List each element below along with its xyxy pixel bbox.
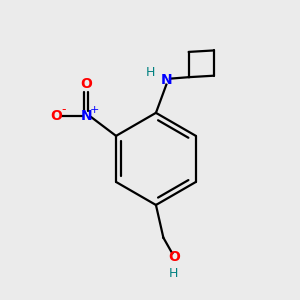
Text: O: O bbox=[168, 250, 180, 264]
Text: +: + bbox=[90, 106, 99, 116]
Text: -: - bbox=[61, 103, 66, 116]
Text: O: O bbox=[50, 109, 62, 123]
Text: H: H bbox=[169, 267, 178, 280]
Text: N: N bbox=[160, 73, 172, 87]
Text: O: O bbox=[80, 77, 92, 91]
Text: N: N bbox=[80, 109, 92, 123]
Text: H: H bbox=[145, 66, 155, 79]
